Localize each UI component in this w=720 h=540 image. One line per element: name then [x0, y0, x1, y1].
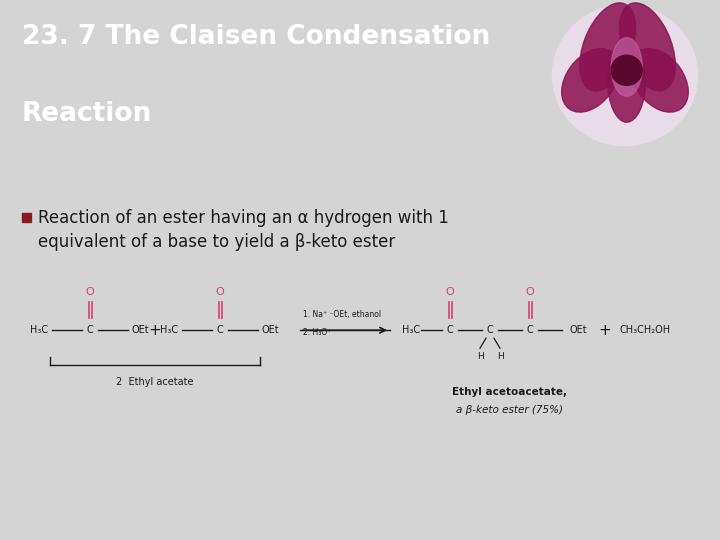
Circle shape [552, 5, 698, 146]
Text: H₃C: H₃C [160, 325, 178, 335]
Text: 23. 7 The Claisen Condensation: 23. 7 The Claisen Condensation [22, 24, 490, 50]
Text: O: O [86, 287, 94, 297]
Text: O: O [446, 287, 454, 297]
Bar [22, 213, 31, 222]
Text: 1. Na⁺ ⁻OEt, ethanol: 1. Na⁺ ⁻OEt, ethanol [303, 310, 381, 319]
Text: 2  Ethyl acetate: 2 Ethyl acetate [116, 377, 194, 387]
Text: H: H [497, 352, 503, 361]
Text: OEt: OEt [132, 325, 150, 335]
Text: OEt: OEt [570, 325, 588, 335]
Text: O: O [215, 287, 225, 297]
Ellipse shape [611, 38, 642, 96]
Text: H₃C: H₃C [30, 325, 48, 335]
Text: +: + [148, 323, 161, 338]
Text: C: C [217, 325, 223, 335]
Text: C: C [86, 325, 94, 335]
Text: 2. H₃O⁺: 2. H₃O⁺ [303, 328, 331, 337]
Text: H₃C: H₃C [402, 325, 420, 335]
Ellipse shape [608, 38, 646, 122]
Text: +: + [598, 323, 611, 338]
Ellipse shape [580, 3, 636, 91]
Text: H: H [477, 352, 483, 361]
Text: Reaction: Reaction [22, 101, 152, 127]
Text: Reaction of an ester having an α hydrogen with 1: Reaction of an ester having an α hydroge… [38, 210, 449, 227]
Ellipse shape [631, 49, 688, 112]
Text: CH₃CH₂OH: CH₃CH₂OH [620, 325, 671, 335]
Text: C: C [487, 325, 493, 335]
Ellipse shape [562, 49, 619, 112]
Text: C: C [446, 325, 454, 335]
Ellipse shape [619, 3, 675, 91]
Text: C: C [526, 325, 534, 335]
Text: O: O [526, 287, 534, 297]
Circle shape [611, 55, 642, 85]
Text: a β-keto ester (75%): a β-keto ester (75%) [456, 405, 564, 415]
Text: Ethyl acetoacetate,: Ethyl acetoacetate, [452, 387, 567, 397]
Text: equivalent of a base to yield a β-keto ester: equivalent of a base to yield a β-keto e… [38, 233, 395, 251]
Text: OEt: OEt [262, 325, 279, 335]
